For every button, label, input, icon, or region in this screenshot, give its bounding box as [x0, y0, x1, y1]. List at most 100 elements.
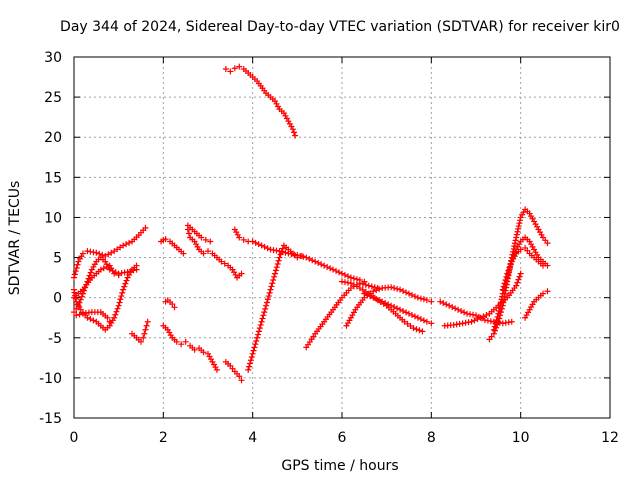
x-tick-label: 6	[338, 430, 347, 446]
series-track-21	[437, 298, 515, 327]
data-point	[213, 366, 220, 373]
data-point	[353, 276, 360, 283]
data-point	[458, 308, 465, 315]
data-point	[133, 266, 140, 273]
data-point	[400, 287, 407, 294]
series-track-05	[73, 309, 113, 325]
data-point	[499, 293, 506, 300]
data-point	[370, 288, 377, 295]
data-point	[236, 63, 243, 70]
data-point	[298, 252, 305, 259]
series-track-22	[441, 270, 524, 329]
y-tick-label: 25	[44, 90, 62, 106]
data-point	[200, 250, 207, 257]
data-point	[515, 276, 522, 283]
data-point	[72, 268, 79, 275]
data-point	[126, 239, 133, 246]
data-point	[79, 250, 86, 257]
data-point	[341, 271, 348, 278]
data-point	[420, 296, 427, 303]
data-point	[255, 331, 262, 338]
data-point	[123, 241, 130, 248]
data-point	[277, 251, 284, 258]
data-point	[87, 316, 94, 323]
data-point	[452, 305, 459, 312]
data-point	[492, 320, 499, 327]
data-point	[249, 238, 256, 245]
x-tick-labels: 0 2 4 6 8 10 12	[70, 430, 619, 446]
data-point	[200, 349, 207, 356]
data-point	[513, 282, 520, 289]
data-point	[263, 302, 270, 309]
data-point	[347, 274, 354, 281]
data-point	[517, 246, 524, 253]
data-point	[511, 240, 518, 247]
data-point	[417, 316, 424, 323]
data-point	[186, 230, 193, 237]
data-point	[406, 310, 412, 317]
data-point	[516, 273, 523, 280]
data-point	[368, 283, 375, 290]
data-point	[260, 312, 267, 319]
data-point	[180, 250, 187, 257]
data-point	[236, 373, 243, 380]
data-point	[495, 310, 502, 317]
data-point	[330, 266, 337, 273]
series-track-25	[499, 244, 546, 293]
data-point	[365, 282, 372, 289]
data-point	[248, 354, 255, 361]
data-point	[417, 295, 424, 302]
series-track-13	[222, 63, 299, 139]
data-point	[273, 264, 280, 271]
data-point	[413, 326, 420, 333]
data-point	[116, 299, 123, 306]
data-point	[96, 250, 103, 257]
y-axis-label: SDTVAR / TECUs	[7, 181, 23, 296]
data-point	[112, 269, 119, 276]
data-point	[292, 132, 299, 139]
data-point	[400, 308, 407, 315]
data-point	[120, 242, 127, 249]
data-points	[71, 63, 551, 384]
y-tick-label: 30	[44, 50, 62, 66]
data-point	[423, 297, 430, 304]
data-point	[120, 286, 127, 293]
data-point	[495, 307, 502, 314]
data-point	[493, 317, 500, 324]
data-point	[344, 273, 351, 280]
data-point	[100, 265, 107, 272]
data-point	[111, 314, 118, 321]
data-point	[222, 66, 229, 73]
data-point	[318, 261, 325, 268]
data-point	[93, 249, 100, 256]
data-point	[376, 286, 383, 293]
data-point	[247, 357, 254, 364]
data-point	[350, 275, 357, 282]
data-point	[278, 248, 285, 255]
series-track-26	[522, 288, 551, 321]
data-point	[238, 377, 245, 384]
data-point	[512, 237, 519, 244]
data-point	[423, 318, 430, 325]
data-point	[461, 309, 468, 316]
data-point	[76, 299, 83, 306]
data-point	[406, 290, 412, 297]
data-point	[121, 283, 128, 290]
data-point	[262, 305, 269, 312]
data-point	[103, 263, 110, 270]
data-point	[540, 262, 546, 269]
data-point	[503, 273, 510, 280]
data-point	[497, 302, 504, 309]
data-point	[506, 264, 513, 271]
data-point	[221, 260, 228, 267]
data-point	[198, 234, 205, 241]
data-point	[513, 234, 520, 241]
data-point	[205, 248, 211, 255]
data-point	[508, 318, 515, 325]
series-track-23	[486, 206, 551, 343]
data-point	[362, 281, 369, 288]
data-point	[321, 262, 328, 269]
data-point	[73, 312, 80, 319]
data-point	[420, 317, 427, 324]
data-point	[142, 326, 149, 333]
